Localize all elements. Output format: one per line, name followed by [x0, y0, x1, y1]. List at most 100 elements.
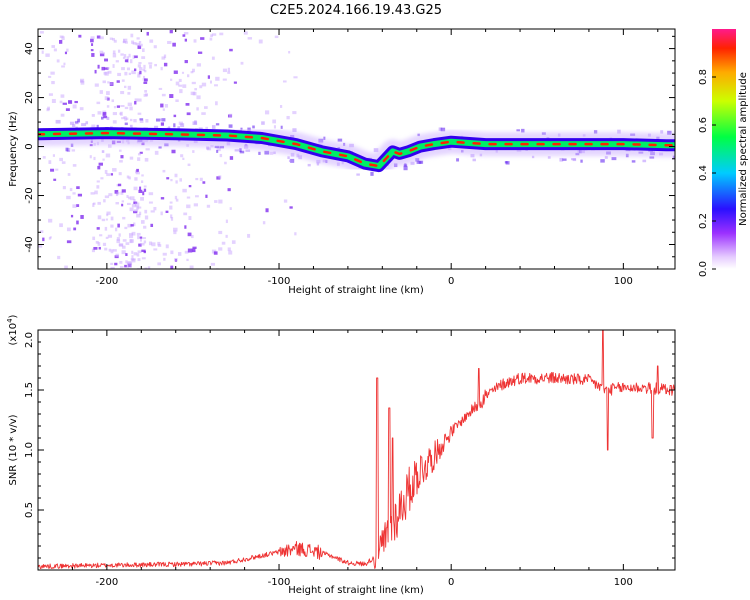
spectrogram-speckle — [131, 231, 136, 236]
spectrogram-speckle — [245, 149, 251, 152]
spectrogram-speckle — [99, 50, 104, 54]
spectrogram-speckle — [600, 159, 605, 163]
spectrogram-speckle — [53, 48, 57, 52]
spectrogram-speckle — [129, 264, 132, 268]
spectrogram-speckle — [128, 72, 131, 76]
spectrogram-speckle — [288, 50, 291, 54]
spectrogram-speckle — [142, 68, 146, 72]
spectrogram-speckle — [136, 232, 141, 236]
spectrogram-speckle — [247, 233, 251, 238]
spectrogram-speckle — [184, 38, 188, 42]
snr-x-tick-label: 100 — [614, 577, 633, 588]
spectrogram-speckle — [316, 162, 320, 166]
spectrogram-speckle — [62, 186, 66, 190]
spectrogram-speckle — [134, 98, 139, 102]
spectrogram-speckle — [229, 156, 234, 160]
spectrogram-speckle — [170, 250, 174, 255]
spectrogram-speckle — [102, 242, 107, 246]
spectrogram-speckle — [218, 247, 223, 251]
spectrogram-speckle — [118, 233, 121, 237]
spectrogram-speckle — [617, 129, 621, 134]
spectrogram-speckle — [61, 36, 65, 40]
spectrogram-speckle — [175, 198, 179, 202]
spectrogram-speckle — [139, 186, 142, 191]
spectrogram-speckle — [48, 160, 52, 164]
spectrogram-speckle — [134, 177, 138, 181]
spectrogram-y-tick-label: 40 — [24, 42, 35, 55]
spectrogram-speckle — [138, 40, 142, 44]
spectrogram-speckle — [144, 78, 148, 82]
spectrogram-speckle — [143, 81, 148, 84]
spectrogram-speckle — [157, 244, 162, 247]
spectrogram-speckle — [143, 185, 147, 188]
spectrogram-speckle — [65, 108, 70, 111]
spectrogram-speckle — [572, 158, 577, 162]
spectrogram-speckle — [144, 209, 148, 214]
colorbar-tick-label: 0.4 — [698, 165, 709, 181]
spectrogram-speckle — [59, 100, 63, 104]
spectrogram-speckle — [104, 58, 109, 62]
spectrogram-speckle — [210, 262, 216, 266]
spectrogram-speckle — [116, 237, 120, 241]
spectrogram-speckle — [104, 226, 108, 231]
spectrogram-speckle — [292, 128, 297, 132]
spectrogram-speckle — [95, 241, 99, 244]
spectrogram-speckle — [274, 35, 279, 39]
spectrogram-y-tick-label: -20 — [24, 187, 35, 203]
spectrogram-speckle — [179, 178, 182, 182]
spectrogram-speckle — [472, 158, 476, 162]
spectrogram-speckle — [161, 56, 166, 60]
spectrogram-speckle — [117, 49, 121, 53]
snr-x-tick-label: -200 — [96, 577, 119, 588]
spectrogram-speckle — [46, 108, 50, 112]
spectrogram-speckle — [131, 40, 135, 44]
snr-y-multiplier: (x104) — [6, 314, 19, 345]
spectrogram-speckle — [247, 37, 253, 40]
spectrogram-speckle — [410, 161, 415, 165]
spectrogram-speckle — [96, 35, 101, 39]
spectrogram-speckle — [179, 89, 183, 94]
spectrogram-speckle — [227, 188, 231, 192]
spectrogram-speckle — [173, 114, 177, 118]
spectrogram-speckle — [141, 257, 146, 260]
spectrogram-speckle — [403, 166, 408, 171]
spectrogram-speckle — [99, 90, 103, 94]
spectrogram-speckle — [216, 150, 219, 153]
spectrogram-speckle — [48, 93, 53, 96]
spectrogram-speckle — [68, 100, 73, 104]
spectrogram-speckle — [129, 234, 134, 239]
spectrogram-speckle — [131, 255, 134, 259]
spectrogram-speckle — [133, 186, 138, 191]
spectrogram-speckle — [162, 108, 165, 111]
colorbar-tick-label: 0.2 — [698, 213, 709, 229]
spectrogram-speckle — [55, 119, 61, 124]
spectrogram-speckle — [97, 215, 102, 220]
spectrogram-speckle — [97, 201, 101, 205]
spectrogram-speckle — [139, 70, 142, 75]
spectrogram-speckle — [124, 264, 127, 268]
spectrogram-speckle — [108, 248, 112, 252]
spectrogram-speckle — [162, 169, 166, 173]
spectrogram-speckle — [124, 226, 128, 230]
spectrogram-speckle — [172, 42, 176, 47]
spectrogram-speckle — [261, 121, 265, 125]
spectrogram-speckle — [216, 147, 221, 152]
spectrogram-speckle — [99, 234, 103, 237]
spectrogram-speckle — [215, 101, 218, 106]
spectrogram-speckle — [186, 112, 191, 116]
spectrogram-speckle — [186, 258, 189, 262]
snr-y-multiplier-close: ) — [8, 314, 19, 318]
spectrogram-speckle — [77, 193, 83, 197]
spectrogram-speckle — [137, 206, 142, 209]
snr-y-tick-label: 1.5 — [24, 382, 35, 398]
spectrogram-speckle — [121, 67, 125, 71]
spectrogram-speckle — [124, 59, 129, 63]
spectrogram-speckle — [127, 85, 132, 90]
spectrogram-speckle — [66, 147, 71, 152]
spectrogram-speckle — [173, 70, 178, 74]
spectrogram-speckle — [166, 177, 170, 180]
spectrogram-speckle — [80, 79, 84, 83]
spectrogram-speckle — [121, 200, 125, 203]
spectrogram-speckle — [52, 154, 55, 157]
spectrogram-speckle — [169, 201, 173, 204]
